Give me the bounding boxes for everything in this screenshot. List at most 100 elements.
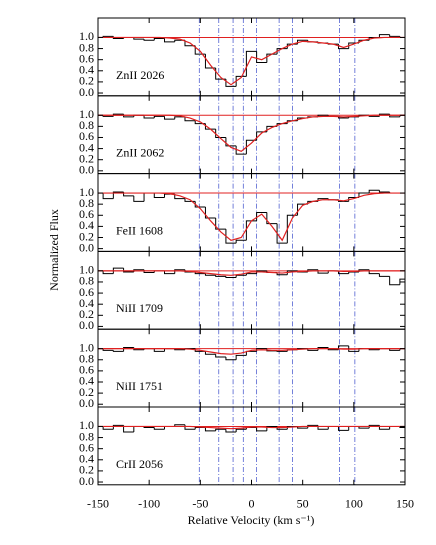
y-tick-label: 1.0 — [79, 29, 94, 43]
flux-step — [215, 354, 226, 358]
fit-line — [98, 270, 405, 276]
y-tick-label: 0.0 — [79, 85, 94, 99]
flux-step — [174, 116, 185, 120]
y-tick-label: 0.6 — [79, 363, 94, 377]
panel — [98, 251, 405, 330]
y-tick-label: 0.8 — [79, 274, 94, 288]
y-tick-label: 0.6 — [79, 440, 94, 454]
flux-step — [235, 239, 247, 244]
flux-step — [256, 427, 267, 432]
flux-step — [378, 273, 390, 277]
flux-step — [245, 273, 257, 276]
fit-line — [98, 348, 405, 355]
flux-step — [256, 51, 267, 63]
panel-frame — [97, 250, 406, 330]
fit-line — [98, 114, 405, 153]
flux-step — [102, 193, 114, 200]
flux-step — [368, 189, 380, 194]
y-tick-label: 0.2 — [79, 385, 94, 399]
y-axis-label: Normalized Flux — [47, 209, 61, 291]
fit-line — [98, 192, 405, 242]
y-tick-label: 1.0 — [79, 418, 94, 432]
flux-step — [378, 34, 390, 38]
y-tick-label: 0.4 — [79, 452, 94, 466]
flux-step — [164, 38, 175, 43]
flux-step — [266, 425, 278, 431]
y-tick-label: 0.6 — [79, 285, 94, 299]
flux-step — [317, 347, 329, 351]
y-tick-label: 0.2 — [79, 463, 94, 477]
x-tick-label: 0 — [249, 497, 255, 511]
flux-step — [153, 348, 165, 352]
panel-label: FeII 1608 — [116, 223, 163, 237]
panel-label: ZnII 2026 — [116, 68, 164, 82]
x-tick-label: -50 — [192, 497, 208, 511]
y-tick-label: 0.0 — [79, 474, 94, 488]
flux-step — [399, 278, 405, 285]
x-tick-label: -100 — [138, 497, 160, 511]
flux-step — [153, 193, 165, 198]
flux-step — [245, 139, 257, 155]
flux-step — [194, 427, 206, 430]
flux-step — [245, 220, 257, 241]
flux-step — [348, 345, 359, 352]
y-tick-label: 0.0 — [79, 396, 94, 410]
flux-step — [348, 271, 359, 274]
flux-step — [235, 354, 247, 360]
flux-step — [215, 275, 226, 277]
panel — [98, 407, 405, 485]
flux-step — [337, 426, 349, 431]
flux-step — [286, 270, 298, 275]
flux-step — [153, 115, 165, 119]
flux-step — [174, 194, 185, 200]
flux-step — [225, 276, 237, 279]
panel-label: ZnII 2062 — [116, 146, 164, 160]
flux-step — [235, 274, 247, 278]
y-tick-label: 0.4 — [79, 374, 94, 388]
flux-step — [286, 43, 298, 49]
panel — [98, 95, 405, 174]
x-tick-label: 150 — [396, 497, 414, 511]
panel-label: NiII 1751 — [116, 379, 163, 393]
flux-step — [133, 195, 145, 202]
y-tick-label: 0.6 — [79, 129, 94, 143]
y-tick-label: 0.4 — [79, 140, 94, 154]
y-tick-label: 0.4 — [79, 63, 94, 77]
flux-step — [133, 425, 145, 433]
y-tick-label: 0.6 — [79, 51, 94, 65]
flux-step — [123, 347, 134, 352]
flux-step — [337, 270, 349, 275]
panel-frame — [97, 95, 406, 175]
y-tick-label: 1.0 — [79, 340, 94, 354]
flux-step — [266, 53, 278, 63]
y-tick-label: 1.0 — [79, 263, 94, 277]
flux-step — [215, 129, 226, 138]
y-tick-label: 0.2 — [79, 74, 94, 88]
flux-step — [204, 427, 216, 432]
flux-step — [235, 145, 247, 155]
panel-frame — [97, 173, 406, 252]
panel-frame — [97, 328, 406, 408]
flux-step — [225, 356, 237, 361]
y-tick-label: 0.8 — [79, 196, 94, 210]
flux-step — [184, 40, 196, 47]
y-tick-label: 0.4 — [79, 218, 94, 232]
flux-step — [194, 45, 206, 55]
y-tick-label: 1.0 — [79, 107, 94, 121]
flux-step — [358, 192, 370, 198]
y-tick-label: 0.4 — [79, 296, 94, 310]
flux-step — [225, 429, 237, 433]
y-tick-label: 0.2 — [79, 229, 94, 243]
flux-step — [215, 428, 226, 431]
flux-step — [204, 351, 216, 355]
flux-step — [235, 75, 247, 87]
flux-step — [204, 206, 216, 219]
y-tick-label: 0.8 — [79, 40, 94, 54]
panel-frame — [97, 406, 406, 486]
y-tick-label: 0.0 — [79, 163, 94, 177]
flux-step — [225, 229, 237, 244]
y-tick-label: 0.2 — [79, 307, 94, 321]
flux-step — [276, 48, 288, 55]
y-tick-label: 0.8 — [79, 118, 94, 132]
y-tick-label: 1.0 — [79, 185, 94, 199]
